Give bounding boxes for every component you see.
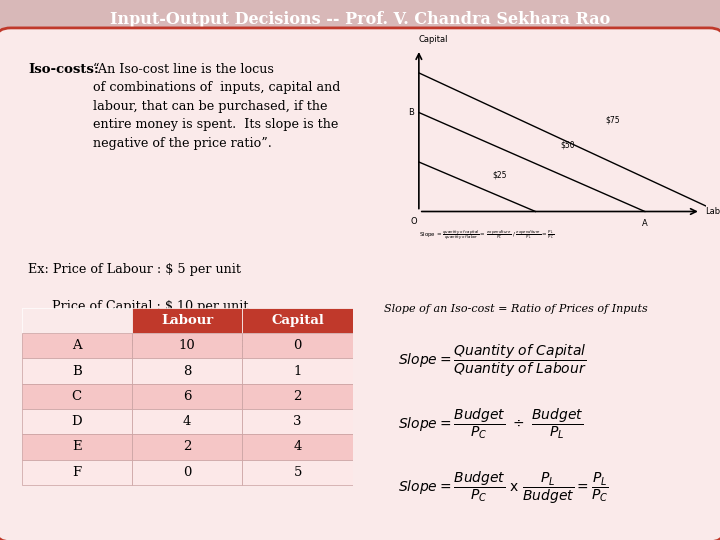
Text: $75: $75 [606, 116, 620, 125]
Text: 3: 3 [293, 415, 302, 428]
Bar [132, 434, 243, 460]
Bar [243, 409, 353, 434]
Text: D: D [71, 415, 82, 428]
Bar [22, 308, 132, 333]
Text: Slope of an Iso-cost = Ratio of Prices of Inputs: Slope of an Iso-cost = Ratio of Prices o… [384, 304, 648, 314]
Text: $\mathit{Slope} = \dfrac{\mathit{Budget}}{P_C}\ \mathrm{x}\ \dfrac{P_L}{\mathit{: $\mathit{Slope} = \dfrac{\mathit{Budget}… [397, 469, 608, 505]
Text: B: B [72, 364, 81, 377]
Bar [132, 409, 243, 434]
Bar [22, 333, 132, 359]
Text: $25: $25 [492, 171, 507, 180]
Bar [22, 384, 132, 409]
Text: Capital: Capital [271, 314, 324, 327]
Text: $\mathit{Slope} = \dfrac{\mathit{Quantity\ of\ Capital}}{\mathit{Quantity\ of\ L: $\mathit{Slope} = \dfrac{\mathit{Quantit… [397, 342, 586, 379]
Bar [22, 460, 132, 485]
Text: A: A [72, 339, 81, 352]
Text: Input-Output Decisions -- Prof. V. Chandra Sekhara Rao: Input-Output Decisions -- Prof. V. Chand… [110, 11, 610, 28]
Text: A: A [642, 219, 648, 228]
Text: Labour: Labour [161, 314, 213, 327]
Bar [243, 460, 353, 485]
Bar [132, 333, 243, 359]
Text: F: F [72, 466, 81, 479]
Text: O: O [410, 218, 418, 226]
Text: $\mathit{Slope} = \dfrac{\mathit{Budget}}{P_C}\ \div\ \dfrac{\mathit{Budget}}{P_: $\mathit{Slope} = \dfrac{\mathit{Budget}… [397, 406, 583, 441]
Text: Iso-costs:: Iso-costs: [28, 63, 99, 76]
Bar [22, 434, 132, 460]
Bar [132, 384, 243, 409]
Text: 1: 1 [294, 364, 302, 377]
Text: 0: 0 [294, 339, 302, 352]
Bar [243, 308, 353, 333]
Bar [243, 359, 353, 384]
Text: 2: 2 [183, 441, 192, 454]
Bar [243, 384, 353, 409]
Bar [132, 359, 243, 384]
Bar [22, 359, 132, 384]
Text: 4: 4 [183, 415, 192, 428]
Text: 6: 6 [183, 390, 192, 403]
Text: E: E [72, 441, 81, 454]
Bar [132, 460, 243, 485]
Text: 0: 0 [183, 466, 192, 479]
Bar [132, 308, 243, 333]
Bar [243, 333, 353, 359]
Text: Slope = $\frac{quantity\ of\ capital}{quantity\ of\ labor}$ = $\frac{expenditure: Slope = $\frac{quantity\ of\ capital}{qu… [419, 228, 554, 242]
Text: Capital: Capital [419, 35, 449, 44]
Text: B: B [408, 108, 414, 117]
Text: Ex: Price of Labour : $ 5 per unit: Ex: Price of Labour : $ 5 per unit [28, 262, 241, 275]
Text: Price of Capital : $ 10 per unit: Price of Capital : $ 10 per unit [28, 300, 249, 313]
Text: C: C [72, 390, 82, 403]
Text: 2: 2 [294, 390, 302, 403]
Text: “An Iso-cost line is the locus
of combinations of  inputs, capital and
labour, t: “An Iso-cost line is the locus of combin… [93, 63, 341, 150]
Text: Budget Amount: $ 50 per unit: Budget Amount: $ 50 per unit [28, 337, 245, 350]
Text: Labor: Labor [706, 207, 720, 216]
Text: 5: 5 [294, 466, 302, 479]
Bar [243, 434, 353, 460]
Text: 10: 10 [179, 339, 196, 352]
Text: 8: 8 [183, 364, 192, 377]
Bar [22, 409, 132, 434]
Text: $50: $50 [560, 140, 575, 149]
Text: 4: 4 [294, 441, 302, 454]
FancyBboxPatch shape [0, 28, 720, 540]
